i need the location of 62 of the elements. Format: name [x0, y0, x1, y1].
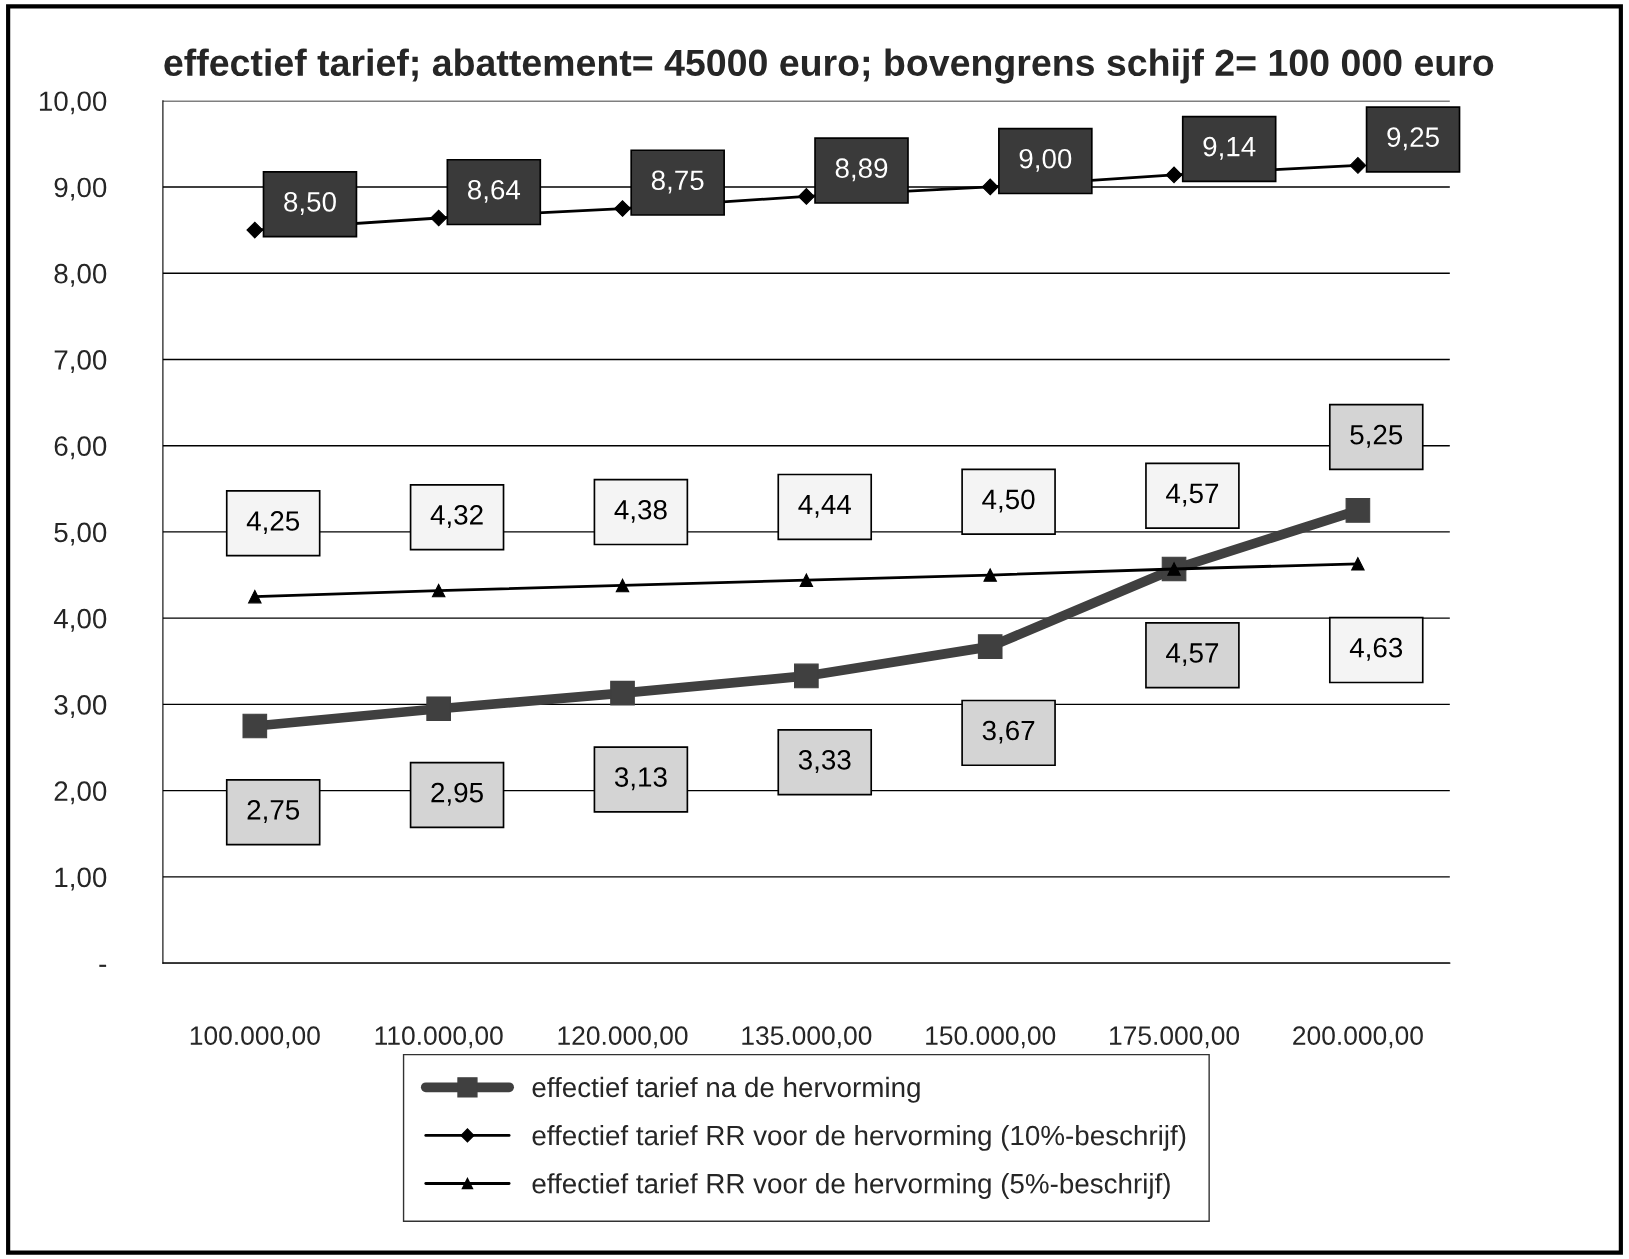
y-tick-label: 8,00 — [54, 263, 107, 287]
data-label: 4,32 — [430, 505, 483, 528]
legend-label: effectief tarief RR voor de hervorming (5%-beschrijf) — [532, 1173, 1170, 1199]
point — [246, 221, 264, 239]
y-tick-label: 3,00 — [54, 695, 107, 719]
data-label: 4,63 — [1349, 637, 1403, 661]
data-label: 3,67 — [982, 720, 1035, 744]
data-label: 8,89 — [835, 158, 888, 182]
y-tick-label: - — [99, 964, 107, 967]
legend-label: effectief tarief RR voor de hervorming (10%-beschrijf) — [532, 1124, 1186, 1151]
data-label: 4,38 — [614, 499, 667, 523]
data-label: 2,95 — [431, 782, 483, 806]
x-tick-label: 175.000,00 — [1110, 1026, 1240, 1049]
point — [426, 696, 451, 722]
point — [242, 713, 268, 739]
y-tick-label: 1,00 — [55, 867, 107, 891]
data-label: 5,25 — [1350, 424, 1403, 448]
point — [614, 200, 631, 217]
point — [610, 680, 635, 706]
x-tick-label: 135.000,00 — [742, 1026, 872, 1049]
x-tick-label: 200.000,00 — [1293, 1026, 1423, 1049]
point — [981, 178, 999, 196]
point — [1351, 557, 1365, 571]
data-label: 9,14 — [1203, 136, 1256, 160]
data-label: 8,64 — [468, 179, 521, 203]
x-tick-label: 100.000,00 — [190, 1026, 320, 1049]
data-label: 8,50 — [284, 192, 336, 215]
y-tick-label: 10,00 — [39, 91, 107, 115]
point — [977, 634, 1003, 659]
point — [248, 589, 262, 604]
y-tick-label: 6,00 — [54, 436, 107, 460]
data-label: 4,50 — [982, 489, 1035, 513]
data-label: 4,44 — [798, 494, 851, 518]
point — [1165, 166, 1183, 184]
data-label: 2,75 — [247, 800, 300, 823]
data-label: 3,33 — [798, 749, 851, 773]
point — [983, 568, 997, 582]
y-tick-label: 5,00 — [54, 522, 107, 546]
y-tick-label: 2,00 — [54, 781, 107, 805]
x-tick-label: 150.000,00 — [926, 1026, 1056, 1049]
point — [431, 583, 446, 598]
point — [1345, 498, 1371, 523]
data-label: 9,00 — [1019, 148, 1072, 172]
x-tick-label: 110.000,00 — [375, 1026, 503, 1049]
point — [615, 578, 630, 593]
y-tick-label: 4,00 — [53, 608, 107, 632]
data-label: 9,25 — [1387, 127, 1439, 151]
point — [794, 663, 819, 689]
data-label: 4,57 — [1166, 483, 1219, 507]
chart-title: effectief tarief; abattement= 45000 euro; bovengrens schijf 2= 100 000 euro — [164, 48, 1494, 84]
data-label: 4,25 — [246, 511, 300, 535]
data-label: 8,75 — [651, 170, 704, 194]
legend-label: effectief tarief na de hervorming — [532, 1076, 920, 1103]
point — [797, 188, 815, 205]
point — [430, 209, 448, 227]
data-label: 4,57 — [1166, 643, 1219, 666]
point — [1349, 157, 1367, 174]
y-tick-label: 9,00 — [54, 177, 107, 201]
x-tick-label: 120.000,00 — [558, 1026, 688, 1049]
point — [799, 573, 814, 587]
data-label: 3,13 — [614, 767, 667, 791]
y-tick-label: 7,00 — [54, 350, 107, 374]
